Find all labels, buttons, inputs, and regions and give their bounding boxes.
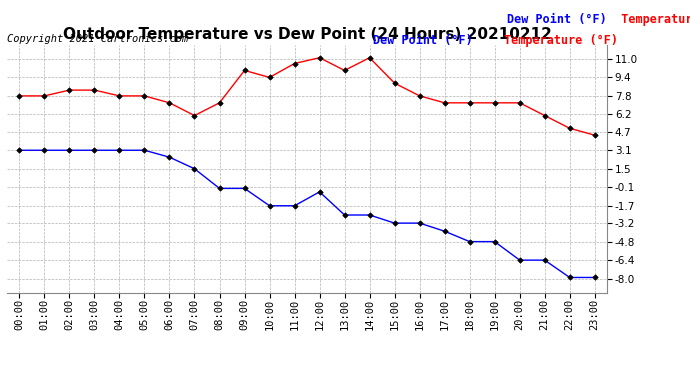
- Title: Outdoor Temperature vs Dew Point (24 Hours) 20210212: Outdoor Temperature vs Dew Point (24 Hou…: [63, 27, 551, 42]
- Text: Temperature (°F): Temperature (°F): [504, 34, 618, 47]
- Text: Dew Point (°F): Dew Point (°F): [373, 34, 473, 47]
- Text: Copyright 2021 Cartronics.com: Copyright 2021 Cartronics.com: [7, 34, 188, 44]
- Text: Dew Point (°F): Dew Point (°F): [507, 13, 607, 26]
- Text: Temperature (°F): Temperature (°F): [607, 13, 690, 26]
